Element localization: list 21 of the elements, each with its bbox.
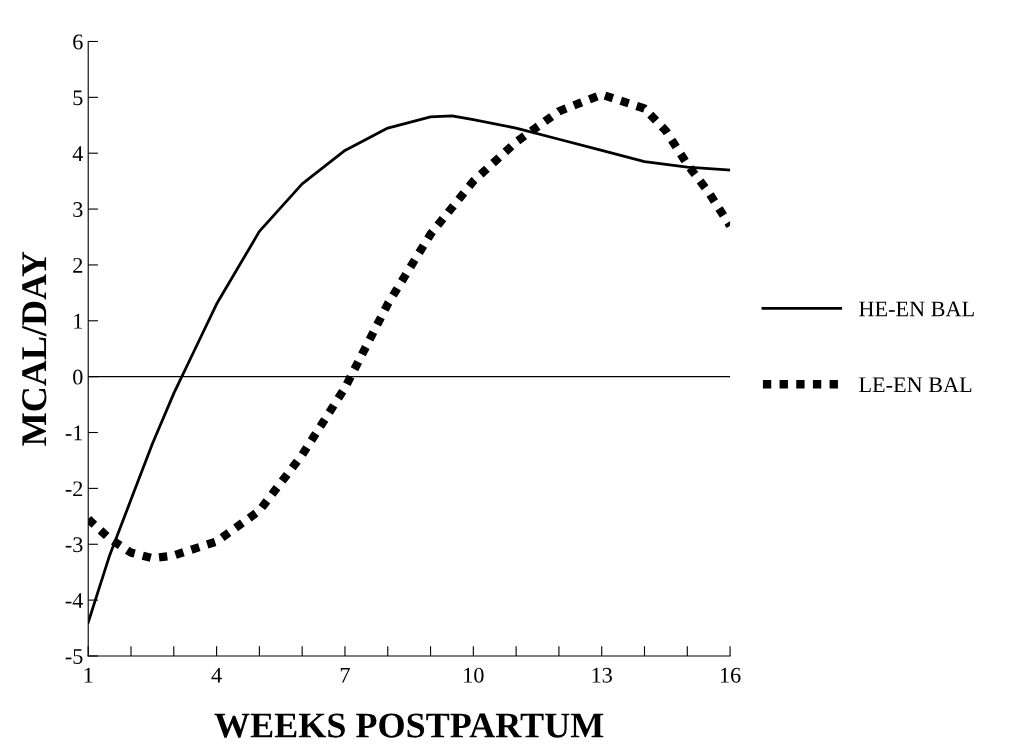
y-tick-label: -2 xyxy=(65,481,83,497)
y-tick-label: -5 xyxy=(65,649,83,664)
x-tick-label: 16 xyxy=(720,667,741,683)
x-tick-label: 4 xyxy=(211,667,222,683)
x-tick-label: 7 xyxy=(340,667,350,683)
y-tick-label: 4 xyxy=(72,146,84,161)
y-tick-label: 5 xyxy=(73,90,83,106)
y-tick-label: 3 xyxy=(73,202,83,217)
x-axis-title: WEEKS POSTPARTUM xyxy=(214,713,604,738)
legend-label: LE-EN BAL xyxy=(859,377,972,393)
y-tick-label: -3 xyxy=(65,537,83,553)
y-tick-label: 1 xyxy=(74,313,83,329)
y-tick-label: -1 xyxy=(65,425,83,441)
y-axis-title: MCAL/DAY xyxy=(22,251,47,446)
x-tick-label: 10 xyxy=(464,667,484,683)
y-tick-label: -4 xyxy=(65,593,84,608)
y-tick-label: 0 xyxy=(73,369,83,385)
y-tick-label: 2 xyxy=(73,257,83,273)
x-tick-label: 13 xyxy=(592,667,612,683)
legend-label: HE-EN BAL xyxy=(859,301,974,317)
y-tick-label: 6 xyxy=(73,34,83,50)
